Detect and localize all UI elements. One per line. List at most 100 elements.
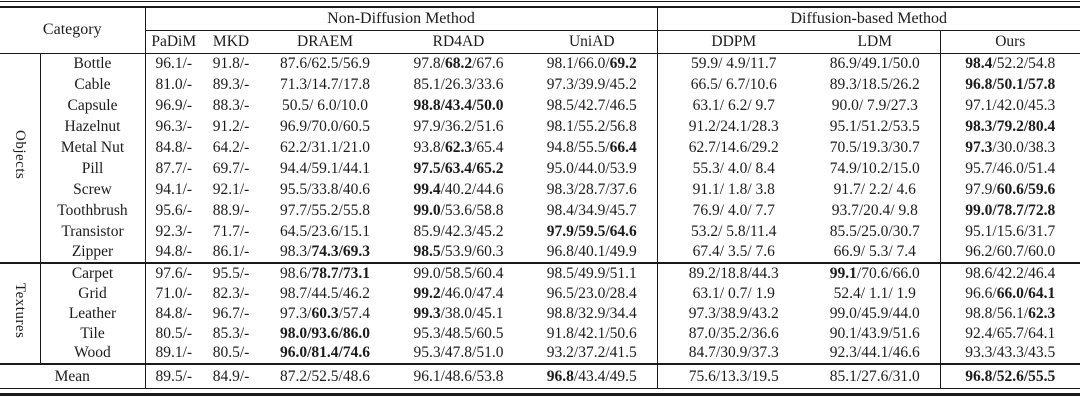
cell-uniad: 94.8/55.5/66.4 bbox=[546, 138, 637, 156]
table-row-capsule: Capsule 96.9/- 88.3/- 50.5/ 6.0/10.0 98.8/43… bbox=[0, 95, 1080, 116]
category-cell: Metal Nut bbox=[40, 137, 146, 158]
cell-draem: 64.5/23.6/15.1 bbox=[280, 222, 370, 240]
cell-mkd: 64.2/- bbox=[212, 138, 250, 156]
category-header: Category bbox=[0, 7, 146, 54]
cell-mkd: 86.1/- bbox=[212, 243, 250, 261]
cell-draem: 98.3/74.3/69.3 bbox=[280, 243, 370, 261]
group-header-non-diffusion: Non-Diffusion Method bbox=[145, 7, 658, 31]
cell-padim: 96.9/- bbox=[155, 96, 193, 114]
cell-mkd: 71.7/- bbox=[212, 222, 250, 240]
cell-ldm: 89.3/18.5/26.2 bbox=[829, 75, 920, 93]
cell-rd4ad: 97.5/63.4/65.2 bbox=[413, 159, 504, 177]
cell-rd4ad: 99.0/53.6/58.8 bbox=[413, 201, 504, 219]
cell-ours: 96.8/50.1/57.8 bbox=[939, 74, 1080, 95]
cell-ldm: 91.7/ 2.2/ 4.6 bbox=[833, 180, 916, 198]
cell-mkd: 89.3/- bbox=[212, 75, 250, 93]
cell-uniad: 98.5/49.9/51.1 bbox=[527, 261, 658, 284]
cell-padim: 95.6/- bbox=[155, 201, 193, 219]
cell-ours: 93.3/43.3/43.5 bbox=[939, 343, 1080, 364]
cell-uniad: 98.8/32.9/34.4 bbox=[546, 304, 637, 322]
cell-ddpm: 59.9/ 4.9/11.7 bbox=[656, 53, 811, 74]
col-header-padim: PaDiM bbox=[145, 30, 202, 54]
cell-ddpm: 84.7/30.9/37.3 bbox=[656, 343, 811, 364]
cell-ours: 95.7/46.0/51.4 bbox=[939, 158, 1080, 179]
category-cell: Screw bbox=[40, 179, 146, 200]
cell-ldm: 99.0/45.9/44.0 bbox=[829, 304, 920, 322]
group-label-objects: Objects bbox=[0, 53, 41, 263]
cell-ldm: 52.4/ 1.1/ 1.9 bbox=[833, 284, 916, 302]
cell-padim: 84.8/- bbox=[155, 304, 193, 322]
mean-cell-ours: 96.8/52.6/55.5 bbox=[939, 362, 1080, 389]
cell-uniad: 98.5/42.7/46.5 bbox=[546, 96, 637, 114]
cell-uniad: 95.0/44.0/53.9 bbox=[546, 159, 637, 177]
cell-draem: 62.2/31.1/21.0 bbox=[280, 138, 370, 156]
cell-padim: 96.3/- bbox=[155, 117, 193, 135]
cell-rd4ad: 97.9/36.2/51.6 bbox=[413, 117, 504, 135]
group-label-text: Objects bbox=[12, 130, 29, 180]
cell-uniad: 98.3/28.7/37.6 bbox=[546, 180, 637, 198]
cell-ours: 98.3/79.2/80.4 bbox=[939, 116, 1080, 137]
cell-ldm: 74.9/10.2/15.0 bbox=[829, 159, 920, 177]
table-row-grid: Grid 71.0/- 82.3/- 98.7/44.5/46.2 99.2/46.0/… bbox=[0, 283, 1080, 304]
cell-ours: 92.4/65.7/64.1 bbox=[939, 323, 1080, 344]
cell-draem: 96.9/70.0/60.5 bbox=[280, 117, 370, 135]
cell-ours: 98.8/56.1/62.3 bbox=[939, 303, 1080, 324]
cell-ddpm: 63.1/ 0.7/ 1.9 bbox=[656, 283, 811, 304]
cell-rd4ad: 95.3/47.8/51.0 bbox=[413, 344, 504, 362]
cell-mkd: 88.9/- bbox=[212, 201, 250, 219]
cell-draem: 95.5/33.8/40.6 bbox=[280, 180, 370, 198]
cell-draem: 98.0/93.6/86.0 bbox=[280, 324, 370, 342]
col-header-ddpm: DDPM bbox=[656, 30, 811, 54]
category-cell: Tile bbox=[40, 323, 146, 344]
mean-cell-ldm: 85.1/27.6/31.0 bbox=[810, 362, 941, 389]
cell-draem: 98.7/44.5/46.2 bbox=[280, 284, 370, 302]
cell-ldm: 86.9/49.1/50.0 bbox=[829, 55, 920, 73]
table-row-hazelnut: Hazelnut 96.3/- 91.2/- 96.9/70.0/60.5 97.9/3… bbox=[0, 116, 1080, 137]
cell-ldm: 70.5/19.3/30.7 bbox=[829, 138, 920, 156]
cell-ddpm: 91.1/ 1.8/ 3.8 bbox=[656, 179, 811, 200]
cell-uniad: 91.8/42.1/50.6 bbox=[546, 324, 637, 342]
category-cell: Cable bbox=[40, 74, 146, 95]
textures-section: Textures Carpet 97.6/- 95.5/- 98.6/78.7/73.1… bbox=[0, 261, 1080, 364]
cell-padim: 96.1/- bbox=[155, 55, 193, 73]
cell-ddpm: 76.9/ 4.0/ 7.7 bbox=[656, 200, 811, 221]
col-header-ldm: LDM bbox=[810, 30, 941, 54]
group-label-textures: Textures bbox=[0, 262, 41, 364]
mean-cell-uniad: 96.8/43.4/49.5 bbox=[527, 362, 658, 389]
cell-rd4ad: 85.1/26.3/33.6 bbox=[413, 75, 504, 93]
table-row-zipper: Zipper 94.8/- 86.1/- 98.3/74.3/69.3 98.5/53.… bbox=[0, 242, 1080, 263]
category-cell: Carpet bbox=[40, 261, 146, 284]
cell-draem: 71.3/14.7/17.8 bbox=[280, 75, 370, 93]
group-header-diffusion: Diffusion-based Method bbox=[657, 7, 1080, 31]
cell-ddpm: 87.0/35.2/36.6 bbox=[656, 323, 811, 344]
method-header-row: PaDiM MKD DRAEM RD4AD UniAD DDPM LDM Ours bbox=[0, 30, 1080, 54]
cell-padim: 92.3/- bbox=[155, 222, 193, 240]
cell-uniad: 97.9/59.5/64.6 bbox=[546, 222, 637, 240]
cell-ddpm: 67.4/ 3.5/ 7.6 bbox=[656, 242, 811, 263]
category-cell: Wood bbox=[40, 343, 146, 364]
cell-ldm: 90.0/ 7.9/27.3 bbox=[831, 96, 918, 114]
cell-ours: 97.1/42.0/45.3 bbox=[939, 95, 1080, 116]
col-header-mkd: MKD bbox=[202, 30, 260, 54]
mean-cell-ddpm: 75.6/13.3/19.5 bbox=[656, 362, 811, 389]
cell-ldm: 99.1/70.6/66.0 bbox=[810, 261, 941, 284]
cell-padim: 80.5/- bbox=[155, 324, 193, 342]
cell-mkd: 88.3/- bbox=[212, 96, 250, 114]
cell-draem: 94.4/59.1/44.1 bbox=[280, 159, 370, 177]
col-header-ours: Ours bbox=[939, 30, 1080, 54]
cell-uniad: 98.1/66.0/69.2 bbox=[546, 55, 637, 73]
table-row-toothbrush: Toothbrush 95.6/- 88.9/- 97.7/55.2/55.8 99.0… bbox=[0, 200, 1080, 221]
cell-ours: 98.6/42.2/46.4 bbox=[939, 261, 1080, 284]
objects-section: Objects Bottle 96.1/- 91.8/- 87.6/62.5/56.9 9… bbox=[0, 53, 1080, 263]
cell-ours: 99.0/78.7/72.8 bbox=[939, 200, 1080, 221]
category-cell: Hazelnut bbox=[40, 116, 146, 137]
category-cell: Grid bbox=[40, 283, 146, 304]
category-cell: Transistor bbox=[40, 221, 146, 242]
cell-ddpm: 53.2/ 5.8/11.4 bbox=[656, 221, 811, 242]
cell-rd4ad: 99.3/38.0/45.1 bbox=[413, 304, 504, 322]
col-header-uniad: UniAD bbox=[527, 30, 658, 54]
cell-ddpm: 89.2/18.8/44.3 bbox=[656, 261, 811, 284]
category-cell: Toothbrush bbox=[40, 200, 146, 221]
cell-mkd: 85.3/- bbox=[212, 324, 250, 342]
cell-ours: 96.2/60.7/60.0 bbox=[939, 242, 1080, 263]
